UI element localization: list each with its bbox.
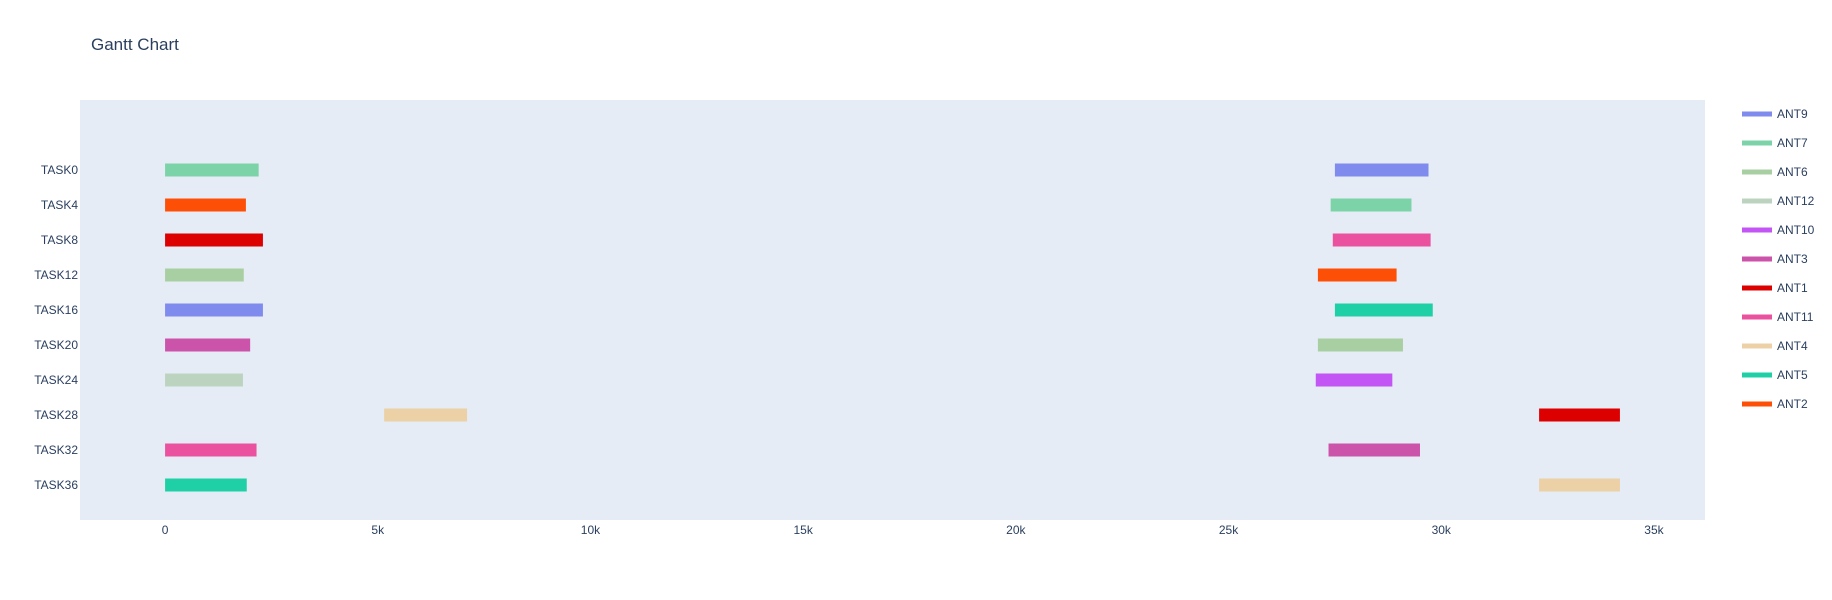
gantt-bars [165,163,1620,492]
legend-label: ANT11 [1777,310,1814,324]
x-tick-label: 35k [1644,523,1664,537]
legend-item[interactable]: ANT9 [1742,107,1808,121]
y-axis-tick-labels: TASK0 TASK4 TASK8 TASK12 TASK16 TASK20 TASK24 T… [34,163,78,492]
x-axis-tick-labels: 0 5k 10k 15k 20k 25k 30k 35k [162,523,1665,537]
gantt-bar[interactable] [1334,303,1433,317]
legend[interactable]: ANT9 ANT7 ANT6 ANT12 ANT10 ANT3 ANT1 ANT11 ANT4 A… [1742,107,1815,411]
y-tick-label: TASK20 [34,338,78,352]
gantt-bar[interactable] [1539,408,1620,422]
gantt-bar[interactable] [165,268,244,282]
gantt-bar[interactable] [1328,443,1420,457]
legend-label: ANT2 [1777,397,1808,411]
gantt-bar[interactable] [165,338,251,352]
gantt-bar[interactable] [1330,198,1412,212]
x-tick-label: 0 [162,523,169,537]
gantt-bar[interactable] [165,233,263,247]
legend-label: ANT6 [1777,165,1808,179]
legend-item[interactable]: ANT5 [1742,368,1808,382]
gantt-bar[interactable] [165,443,257,457]
x-tick-label: 25k [1219,523,1239,537]
chart-title: Gantt Chart [91,35,179,54]
legend-item[interactable]: ANT7 [1742,136,1808,150]
y-tick-label: TASK16 [34,303,78,317]
x-tick-label: 5k [371,523,385,537]
y-tick-label: TASK24 [34,373,78,387]
legend-item[interactable]: ANT12 [1742,194,1815,208]
legend-label: ANT12 [1777,194,1815,208]
gantt-bar[interactable] [1317,338,1403,352]
y-tick-label: TASK36 [34,478,78,492]
legend-item[interactable]: ANT11 [1742,310,1814,324]
legend-item[interactable]: ANT1 [1742,281,1808,295]
legend-label: ANT9 [1777,107,1808,121]
y-tick-label: TASK32 [34,443,78,457]
y-tick-label: TASK8 [41,233,78,247]
gantt-bar[interactable] [384,408,468,422]
y-tick-label: TASK12 [34,268,78,282]
legend-label: ANT10 [1777,223,1815,237]
legend-item[interactable]: ANT3 [1742,252,1808,266]
legend-label: ANT4 [1777,339,1808,353]
legend-item[interactable]: ANT10 [1742,223,1815,237]
gantt-bar[interactable] [1334,163,1429,177]
plot-area [80,100,1705,520]
gantt-bar[interactable] [1315,373,1393,387]
legend-label: ANT1 [1777,281,1808,295]
y-tick-label: TASK0 [41,163,78,177]
legend-item[interactable]: ANT4 [1742,339,1808,353]
gantt-bar[interactable] [1317,268,1397,282]
gantt-bar[interactable] [1332,233,1431,247]
gantt-bar[interactable] [165,478,247,492]
x-tick-label: 20k [1006,523,1026,537]
legend-label: ANT5 [1777,368,1808,382]
x-tick-label: 30k [1432,523,1452,537]
legend-label: ANT3 [1777,252,1808,266]
legend-label: ANT7 [1777,136,1808,150]
gantt-bar[interactable] [165,198,246,212]
x-tick-label: 15k [793,523,813,537]
gantt-bar[interactable] [165,303,263,317]
gantt-bar[interactable] [1539,478,1620,492]
gantt-bar[interactable] [165,373,243,387]
legend-item[interactable]: ANT2 [1742,397,1808,411]
y-tick-label: TASK28 [34,408,78,422]
y-tick-label: TASK4 [41,198,78,212]
gantt-bar[interactable] [165,163,259,177]
legend-item[interactable]: ANT6 [1742,165,1808,179]
x-tick-label: 10k [581,523,601,537]
